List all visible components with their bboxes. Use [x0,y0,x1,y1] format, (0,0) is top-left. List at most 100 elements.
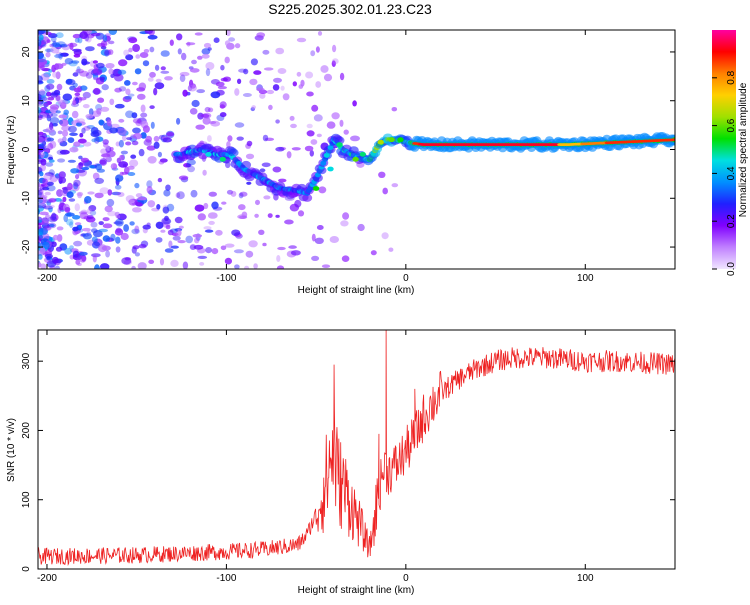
spectrogram-noise-blob [311,255,320,261]
spectrogram-noise-blob [202,112,212,119]
spectrogram-noise-blob [64,247,72,255]
spectrogram-noise-blob [134,182,140,189]
spectrogram-noise-blob [38,183,41,191]
spectrogram-noise-blob [110,163,118,170]
spectrogram-noise-blob [64,58,74,65]
spectrogram-noise-blob [67,182,73,191]
spectrogram-noise-blob [208,220,215,225]
spectrogram-noise-blob [125,141,132,146]
spectrogram-noise-blob [102,217,110,222]
spectrogram-y-tick-label: 10 [21,95,32,107]
spectrogram-noise-blob [81,127,86,134]
spectrogram-noise-blob [55,71,61,80]
spectrogram-noise-blob [38,34,44,41]
spectrogram-noise-blob [208,191,217,197]
spectrogram-noise-blob [332,44,337,53]
spectrogram-noise-blob [193,244,204,250]
spectrogram-noise-blob [131,112,138,119]
spectrogram-noise-blob [74,37,80,43]
spectrogram-noise-blob [159,158,168,163]
spectrogram-noise-blob [38,58,48,66]
spectrogram-noise-blob [160,66,166,71]
spectrogram-noise-blob [90,32,101,37]
spectrogram-noise-blob [326,121,336,129]
spectrogram-noise-blob [117,192,125,197]
spectrogram-noise-blob [263,67,274,71]
spectrogram-noise-blob [115,174,124,182]
spectrogram-noise-blob [38,136,45,143]
spectrogram-noise-blob [201,48,211,55]
spectrogram-noise-blob [49,174,58,183]
spectrogram-noise-blob [175,192,181,198]
spectrogram-noise-blob [138,148,145,157]
spectrogram-noise-blob [220,77,228,82]
spectrogram-noise-blob [135,119,143,127]
spectrogram-noise-blob [102,139,109,145]
spectrogram-noise-blob [38,199,43,204]
spectrogram-noise-blob [255,199,260,206]
spectrogram-noise-blob [38,106,41,114]
spectrogram-ridge [171,132,675,202]
spectrogram-noise-blob [185,42,196,46]
spectrogram-noise-blob [102,34,108,43]
spectrogram-noise-blob [91,253,101,258]
spectrogram-y-tick-label: -20 [21,239,32,254]
spectrogram-ridge-point [323,152,330,158]
spectrogram-noise-blob [62,196,67,202]
spectrogram-noise-blob [246,140,253,147]
spectrogram-noise-blob [208,107,214,113]
spectrogram-noise-blob [39,89,46,96]
spectrogram-noise-blob [121,257,132,265]
spectrogram-noise-blob [49,122,54,131]
spectrogram-noise-blob [71,110,79,119]
spectrogram-noise-blob [115,246,121,253]
spectrogram-noise-blob [91,236,98,243]
spectrogram-noise-blob [189,68,200,73]
spectrogram-noise-blob [275,47,285,55]
spectrogram-noise-blob [284,219,294,225]
spectrogram-noise-blob [246,181,252,185]
spectrogram-noise-blob [39,211,49,216]
spectrogram-noise-blob [114,184,122,190]
spectrogram-noise-blob [71,60,80,64]
spectrogram-noise-blob [242,93,252,97]
spectrogram-noise-blob [164,248,174,253]
spectrogram-noise-blob [82,104,90,109]
spectrogram-noise-blob [79,31,88,39]
spectrogram-noise-blob [350,135,360,142]
spectrogram-noise-blob [135,193,143,198]
spectrogram-noise-blob [115,214,121,219]
spectrogram-noise-blob [110,73,115,78]
spectrogram-hotspot [397,137,404,143]
spectrogram-noise-blob [48,197,57,203]
spectrogram-noise-blob [38,80,43,84]
spectrogram-noise-blob [93,87,101,95]
spectrogram-noise-blob [49,117,60,125]
spectrogram-noise-blob [310,139,318,145]
spectrogram-noise-blob [157,177,163,183]
spectrogram-noise-blob [92,241,101,249]
spectrogram-noise-blob [191,99,200,108]
snr-y-tick-label: 0 [21,566,32,572]
spectrogram-noise-blob [258,229,265,235]
spectrogram-noise-blob [178,225,184,229]
spectrogram-noise-blob [323,73,333,82]
spectrogram-noise-blob [79,254,87,263]
spectrogram-noise-blob [244,265,250,269]
spectrogram-noise-blob [115,236,121,244]
spectrogram-noise-blob [207,135,212,142]
spectrogram-noise-blob [261,162,271,168]
spectrogram-noise-blob [53,234,58,241]
spectrogram-noise-blob [53,63,64,70]
spectrogram-noise-blob [121,171,129,175]
spectrogram-noise-blob [194,237,200,244]
spectrogram-noise-blob [47,216,58,223]
spectrogram-noise-blob [226,189,234,195]
spectrogram-noise-cloud [38,30,399,269]
spectrogram-noise-blob [253,70,262,75]
spectrogram-noise-blob [133,132,143,140]
spectrogram-noise-blob [98,221,104,226]
spectrogram-noise-blob [38,138,44,142]
spectrogram-noise-blob [56,173,64,182]
